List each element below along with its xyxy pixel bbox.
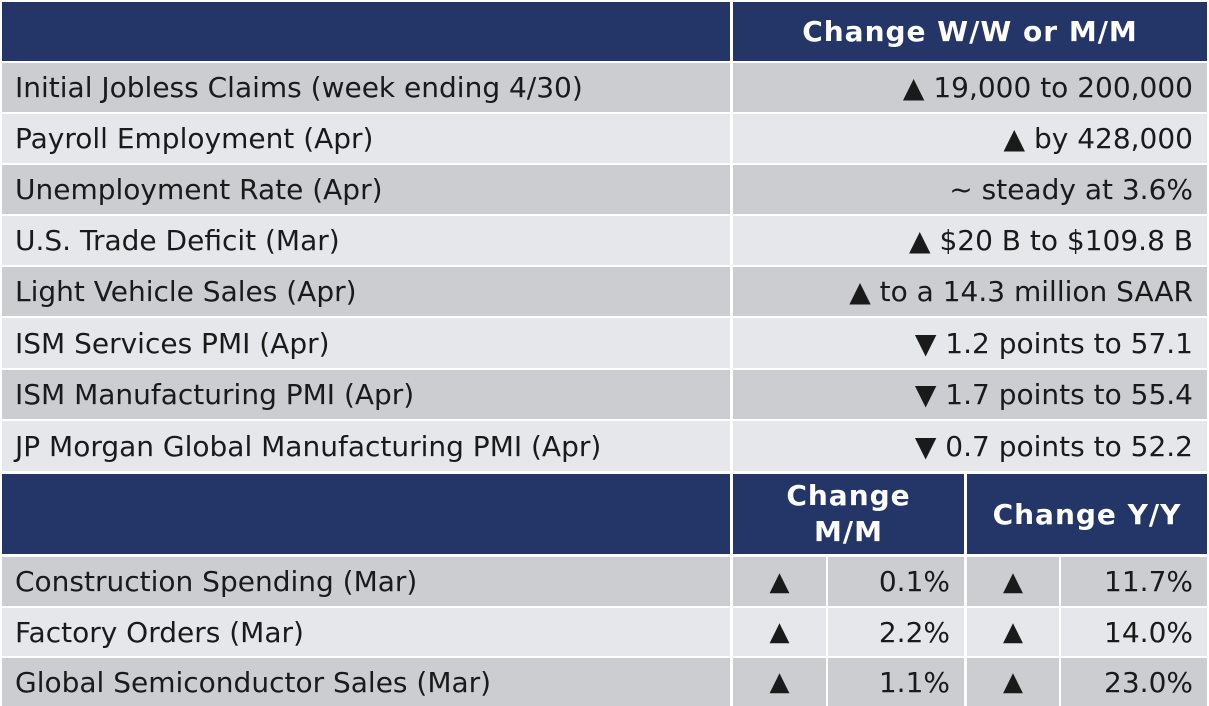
top-row-value: ▲ $20 B to $109.8 B bbox=[733, 216, 1207, 265]
bottom-row-label: Factory Orders (Mar) bbox=[2, 608, 730, 656]
top-row-label: ISM Manufacturing PMI (Apr) bbox=[2, 370, 730, 419]
top-header-blank bbox=[2, 2, 730, 61]
yy-value: 11.7% bbox=[1061, 557, 1207, 606]
yy-arrow: ▲ bbox=[967, 658, 1059, 706]
bottom-header-blank bbox=[2, 474, 730, 554]
top-row-label: Unemployment Rate (Apr) bbox=[2, 165, 730, 214]
top-row-label: Initial Jobless Claims (week ending 4/30… bbox=[2, 63, 730, 112]
bottom-row-label: Global Semiconductor Sales (Mar) bbox=[2, 658, 730, 706]
top-header-change: Change W/W or M/M bbox=[733, 2, 1207, 61]
yy-value: 14.0% bbox=[1061, 608, 1207, 656]
top-row-label: U.S. Trade Deficit (Mar) bbox=[2, 216, 730, 265]
top-row-value: ▼ 0.7 points to 52.2 bbox=[733, 421, 1207, 471]
yy-arrow: ▲ bbox=[967, 608, 1059, 656]
top-row-value: ▼ 1.7 points to 55.4 bbox=[733, 370, 1207, 419]
header-mm-line2: M/M bbox=[814, 515, 883, 548]
top-row-label: Payroll Employment (Apr) bbox=[2, 114, 730, 163]
bottom-header-change-mm: Change M/M bbox=[733, 474, 964, 554]
top-row-value: ~ steady at 3.6% bbox=[733, 165, 1207, 214]
header-mm-line1: Change bbox=[786, 479, 911, 512]
top-row-label: ISM Services PMI (Apr) bbox=[2, 318, 730, 368]
yy-arrow: ▲ bbox=[967, 557, 1059, 606]
mm-value: 1.1% bbox=[828, 658, 964, 706]
top-row-label: Light Vehicle Sales (Apr) bbox=[2, 267, 730, 316]
bottom-row-label: Construction Spending (Mar) bbox=[2, 557, 730, 606]
yy-value: 23.0% bbox=[1061, 658, 1207, 706]
top-row-value: ▲ to a 14.3 million SAAR bbox=[733, 267, 1207, 316]
mm-arrow: ▲ bbox=[733, 658, 826, 706]
mm-arrow: ▲ bbox=[733, 557, 826, 606]
bottom-header-change-yy: Change Y/Y bbox=[967, 474, 1207, 554]
mm-arrow: ▲ bbox=[733, 608, 826, 656]
mm-value: 2.2% bbox=[828, 608, 964, 656]
top-row-value: ▼ 1.2 points to 57.1 bbox=[733, 318, 1207, 368]
mm-value: 0.1% bbox=[828, 557, 964, 606]
top-row-value: ▲ by 428,000 bbox=[733, 114, 1207, 163]
top-row-value: ▲ 19,000 to 200,000 bbox=[733, 63, 1207, 112]
top-row-label: JP Morgan Global Manufacturing PMI (Apr) bbox=[2, 421, 730, 471]
